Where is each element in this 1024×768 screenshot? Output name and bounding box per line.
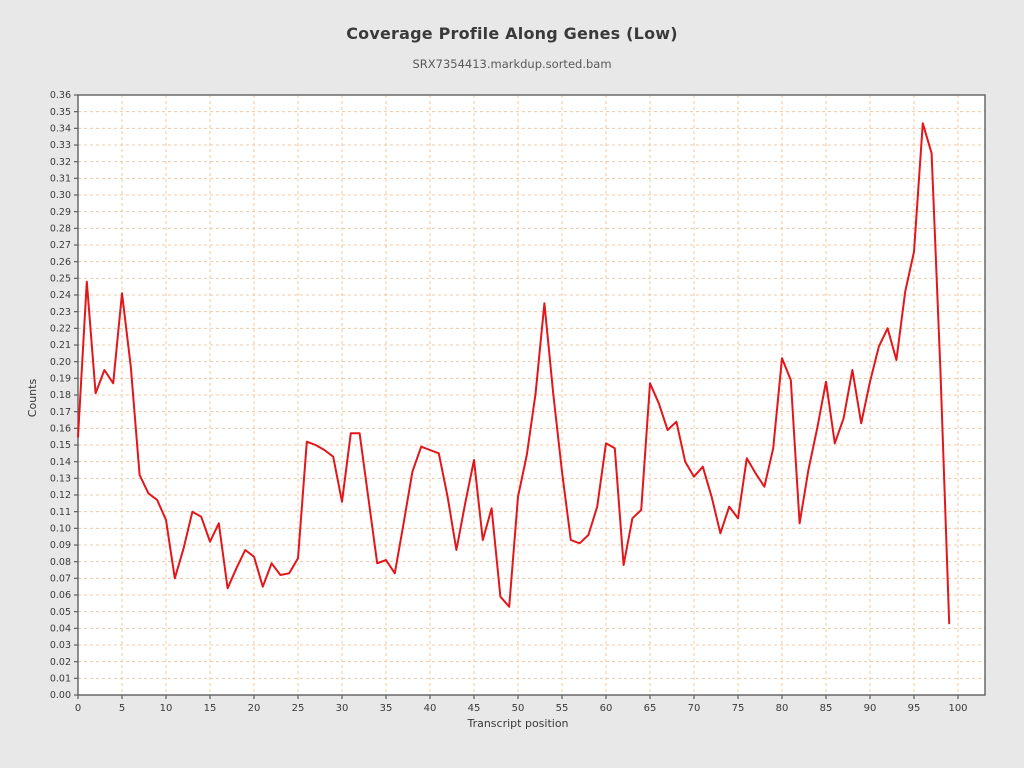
series-layer [77,122,951,625]
svg-text:100: 100 [948,703,967,714]
svg-text:75: 75 [732,703,745,714]
svg-text:0.20: 0.20 [50,357,71,368]
tick-layer [74,94,959,699]
svg-text:0.31: 0.31 [50,174,71,185]
svg-text:0.00: 0.00 [50,690,71,701]
svg-text:0.07: 0.07 [50,574,71,585]
svg-text:80: 80 [776,703,789,714]
svg-text:0.13: 0.13 [50,474,71,485]
svg-text:0.24: 0.24 [50,290,71,301]
svg-text:0.11: 0.11 [50,507,71,518]
svg-text:55: 55 [556,703,569,714]
svg-text:15: 15 [204,703,217,714]
svg-text:0.32: 0.32 [50,157,71,168]
chart-subtitle: SRX7354413.markdup.sorted.bam [412,57,612,71]
svg-text:65: 65 [644,703,657,714]
svg-text:0.26: 0.26 [50,257,71,268]
svg-text:95: 95 [908,703,921,714]
svg-text:0.33: 0.33 [50,140,71,151]
svg-text:0.36: 0.36 [50,90,71,101]
svg-text:0.02: 0.02 [50,657,71,668]
svg-text:0.21: 0.21 [50,340,71,351]
x-axis-label: Transcript position [466,717,568,730]
svg-text:85: 85 [820,703,833,714]
svg-text:10: 10 [160,703,173,714]
svg-text:0.05: 0.05 [50,607,71,618]
svg-text:0.12: 0.12 [50,490,71,501]
svg-text:0.22: 0.22 [50,324,71,335]
svg-text:0.27: 0.27 [50,240,71,251]
svg-text:0.10: 0.10 [50,524,71,535]
grid-layer [78,95,985,695]
svg-text:60: 60 [600,703,613,714]
svg-text:0.14: 0.14 [50,457,71,468]
svg-text:0.18: 0.18 [50,390,71,401]
svg-text:70: 70 [688,703,701,714]
svg-text:0.17: 0.17 [50,407,71,418]
svg-text:0.30: 0.30 [50,190,71,201]
svg-text:0.34: 0.34 [50,124,71,135]
svg-text:0.06: 0.06 [50,590,71,601]
svg-text:0.29: 0.29 [50,207,71,218]
svg-text:0.23: 0.23 [50,307,71,318]
svg-text:0.08: 0.08 [50,557,71,568]
svg-text:0.19: 0.19 [50,374,71,385]
svg-text:90: 90 [864,703,877,714]
svg-text:40: 40 [424,703,437,714]
svg-text:20: 20 [248,703,261,714]
svg-text:0.25: 0.25 [50,274,71,285]
svg-text:0.28: 0.28 [50,224,71,235]
svg-text:30: 30 [336,703,349,714]
svg-text:0.16: 0.16 [50,424,71,435]
chart-title: Coverage Profile Along Genes (Low) [346,24,678,43]
svg-text:0.35: 0.35 [50,107,71,118]
svg-text:0.09: 0.09 [50,540,71,551]
svg-text:0.01: 0.01 [50,674,71,685]
svg-text:5: 5 [119,703,125,714]
svg-text:0.03: 0.03 [50,640,71,651]
tick-label-layer: 0.00 0.01 0.02 0.03 0.04 0.05 0.06 0.07 0.08 0.09… [50,90,968,714]
svg-text:0.15: 0.15 [50,440,71,451]
svg-text:25: 25 [292,703,305,714]
svg-text:0.04: 0.04 [50,624,71,635]
svg-text:35: 35 [380,703,393,714]
y-axis-label: Counts [26,379,39,418]
svg-text:45: 45 [468,703,481,714]
svg-text:0: 0 [75,703,81,714]
svg-text:50: 50 [512,703,525,714]
